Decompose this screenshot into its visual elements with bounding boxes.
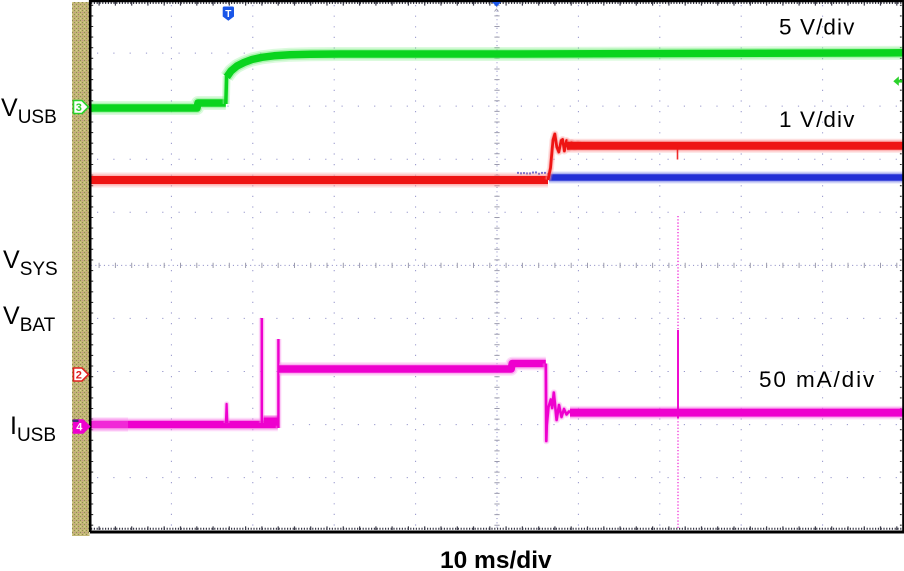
svg-text:3: 3 <box>76 102 82 114</box>
svg-text:5 V/div: 5 V/div <box>779 15 856 40</box>
svg-text:50 mA/div: 50 mA/div <box>759 367 876 392</box>
svg-text:4: 4 <box>76 422 83 434</box>
svg-text:T: T <box>225 9 231 20</box>
svg-text:1 V/div: 1 V/div <box>779 107 856 132</box>
svg-text:2: 2 <box>76 370 82 382</box>
svg-text:10 ms/div: 10 ms/div <box>440 547 552 571</box>
